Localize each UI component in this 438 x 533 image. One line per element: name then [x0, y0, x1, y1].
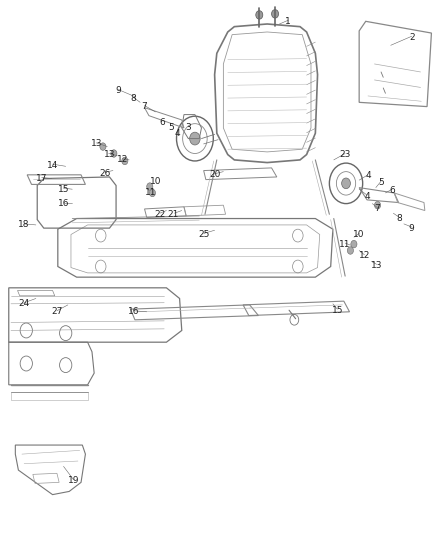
Text: 26: 26 — [99, 169, 111, 177]
Text: 13: 13 — [104, 150, 115, 159]
Text: 4: 4 — [365, 172, 371, 180]
Text: 5: 5 — [168, 124, 174, 132]
Text: 20: 20 — [209, 171, 220, 179]
Text: 11: 11 — [145, 189, 157, 197]
Text: 8: 8 — [396, 214, 403, 223]
Text: 9: 9 — [115, 86, 121, 95]
Text: 3: 3 — [185, 124, 191, 132]
Text: 10: 10 — [150, 177, 161, 185]
Circle shape — [149, 189, 155, 197]
Text: 13: 13 — [91, 140, 102, 148]
Text: 8: 8 — [131, 94, 137, 103]
Text: 27: 27 — [51, 308, 63, 316]
Text: 2: 2 — [409, 33, 414, 42]
Circle shape — [147, 183, 153, 190]
Text: 21: 21 — [167, 210, 179, 219]
Text: 7: 7 — [374, 205, 381, 213]
Text: 14: 14 — [47, 161, 58, 169]
Text: 4: 4 — [175, 129, 180, 138]
Text: 16: 16 — [58, 199, 69, 208]
Circle shape — [374, 201, 381, 209]
Circle shape — [111, 150, 117, 157]
Text: 15: 15 — [58, 185, 69, 193]
Text: 1: 1 — [285, 17, 291, 26]
Circle shape — [351, 240, 357, 248]
Text: 5: 5 — [378, 178, 384, 187]
Circle shape — [100, 143, 106, 150]
Circle shape — [190, 132, 200, 145]
Text: 23: 23 — [339, 150, 351, 159]
Text: 16: 16 — [128, 308, 139, 316]
Text: 12: 12 — [359, 252, 370, 260]
Circle shape — [342, 178, 350, 189]
Text: 18: 18 — [18, 221, 30, 229]
Text: 11: 11 — [339, 240, 351, 248]
Text: 13: 13 — [371, 261, 382, 270]
Text: 17: 17 — [36, 174, 47, 183]
Text: 6: 6 — [159, 118, 165, 127]
Text: 7: 7 — [141, 102, 148, 111]
Text: 15: 15 — [332, 306, 343, 314]
Text: 25: 25 — [198, 230, 209, 239]
Text: 6: 6 — [389, 186, 395, 195]
Text: 10: 10 — [353, 230, 365, 239]
Text: 19: 19 — [68, 477, 79, 485]
Circle shape — [272, 10, 279, 18]
Text: 24: 24 — [18, 300, 30, 308]
Circle shape — [256, 11, 263, 19]
Text: 4: 4 — [364, 192, 370, 200]
Text: 22: 22 — [154, 210, 166, 219]
Circle shape — [347, 247, 353, 254]
Text: 9: 9 — [409, 224, 415, 232]
Circle shape — [122, 157, 128, 165]
Text: 12: 12 — [117, 156, 128, 164]
